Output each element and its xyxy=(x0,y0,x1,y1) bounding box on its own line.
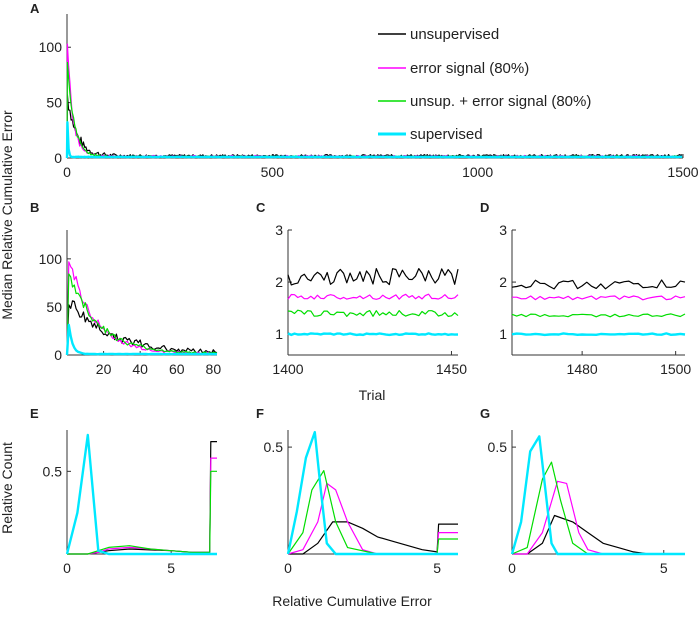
y-tick-label: 0.5 xyxy=(488,439,508,455)
y-tick-label: 2 xyxy=(499,274,507,290)
legend-label-combo: unsup. + error signal (80%) xyxy=(410,93,591,110)
x-tick-label: 500 xyxy=(261,164,285,180)
legend: unsupervised error signal (80%) unsup. +… xyxy=(378,26,591,143)
series-F-unsupervised xyxy=(288,521,458,555)
series-F-unsup-error-signal-80 xyxy=(287,470,458,555)
x-tick-label: 60 xyxy=(169,361,185,377)
x-tick-label: 20 xyxy=(96,361,112,377)
y-tick-label: 2 xyxy=(275,274,283,290)
series-D-unsupervised xyxy=(511,279,686,290)
x-tick-label: 1000 xyxy=(462,164,493,180)
y-tick-label: 0 xyxy=(54,150,62,166)
y-tick-label: 50 xyxy=(46,95,62,111)
legend-label-error: error signal (80%) xyxy=(410,60,529,77)
series-C-unsup-error-signal-80 xyxy=(287,309,459,317)
series-D-error-signal-80 xyxy=(512,295,686,301)
x-tick-label: 1450 xyxy=(436,361,467,377)
series-C-supervised xyxy=(287,332,459,337)
y-tick-label: 1 xyxy=(499,326,507,342)
x-tick-label: 0 xyxy=(284,560,292,576)
y-tick-label: 3 xyxy=(275,222,283,238)
relcum-x-label: Relative Cumulative Error xyxy=(272,593,432,609)
series-A-supervised xyxy=(65,121,683,159)
panel-G: G 0.5 0 5 xyxy=(480,406,685,576)
series-B-unsupervised xyxy=(66,300,218,356)
y-tick-label: 0 xyxy=(54,347,62,363)
x-tick-label: 1500 xyxy=(660,361,691,377)
x-tick-label: 0 xyxy=(508,560,516,576)
panel-E: E 0.5 0 5 xyxy=(30,406,217,576)
panel-label-C: C xyxy=(256,200,266,215)
series-F-error-signal-80 xyxy=(287,482,458,555)
legend-label-unsupervised: unsupervised xyxy=(410,26,499,43)
panel-label-E: E xyxy=(30,406,39,421)
panel-label-D: D xyxy=(480,200,489,215)
panel-D: D 1 2 3 1480 1500 xyxy=(480,200,691,377)
y-tick-label: 0.5 xyxy=(43,463,63,479)
series-B-error-signal-80 xyxy=(66,261,218,356)
series-G-unsupervised xyxy=(512,514,685,555)
y-tick-label: 0.5 xyxy=(264,439,284,455)
panel-label-B: B xyxy=(30,200,39,215)
x-tick-label: 0 xyxy=(63,560,71,576)
x-tick-label: 5 xyxy=(433,560,441,576)
series-B-supervised xyxy=(65,323,217,356)
y-tick-label: 50 xyxy=(46,299,62,315)
legend-label-supervised: supervised xyxy=(410,126,483,143)
series-A-unsup-error-signal-80 xyxy=(66,61,683,159)
shared-y-label: Median Relative Cumulative Error xyxy=(0,110,15,320)
x-tick-label: 5 xyxy=(660,560,668,576)
trial-x-label: Trial xyxy=(359,387,386,403)
series-G-supervised xyxy=(510,435,685,556)
series-C-unsupervised xyxy=(287,268,459,286)
series-G-unsup-error-signal-80 xyxy=(511,461,685,555)
panel-B: B 0 50 100 20 40 60 80 xyxy=(30,200,221,377)
panel-F: F 0.5 0 5 xyxy=(256,406,458,576)
series-E-unsup-error-signal-80 xyxy=(67,470,217,555)
x-tick-label: 80 xyxy=(206,361,222,377)
x-tick-label: 1400 xyxy=(272,361,303,377)
relcount-y-label: Relative Count xyxy=(0,442,15,534)
series-C-error-signal-80 xyxy=(287,293,459,300)
panel-label-F: F xyxy=(256,406,264,421)
y-tick-label: 1 xyxy=(275,326,283,342)
panel-C: C 1 2 3 1400 1450 xyxy=(256,200,467,377)
y-tick-label: 3 xyxy=(499,222,507,238)
series-G-error-signal-80 xyxy=(512,480,685,555)
series-D-supervised xyxy=(511,332,686,337)
x-tick-label: 1480 xyxy=(567,361,598,377)
series-D-unsup-error-signal-80 xyxy=(511,313,686,318)
panel-label-A: A xyxy=(30,1,40,16)
series-E-supervised xyxy=(65,433,217,556)
x-tick-label: 1500 xyxy=(667,164,698,180)
x-tick-label: 40 xyxy=(132,361,148,377)
x-tick-label: 0 xyxy=(63,164,71,180)
y-tick-label: 100 xyxy=(39,251,63,267)
y-tick-label: 100 xyxy=(39,39,63,55)
series-E-error-signal-80 xyxy=(67,457,217,555)
x-tick-label: 5 xyxy=(167,560,175,576)
series-F-supervised xyxy=(286,430,458,556)
panel-label-G: G xyxy=(480,406,490,421)
